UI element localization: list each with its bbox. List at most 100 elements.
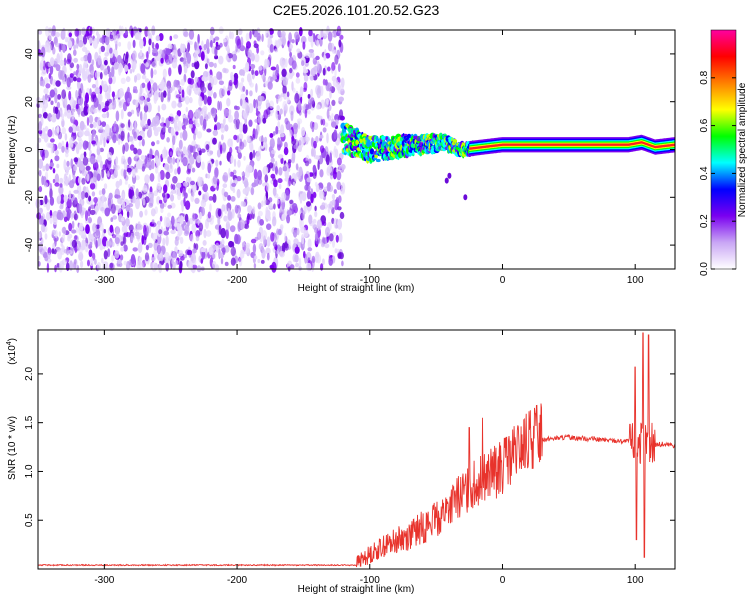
noise-speck [116, 205, 122, 214]
noise-speck [258, 65, 263, 71]
noise-speck [153, 190, 158, 197]
noise-speck [64, 106, 68, 116]
noise-speck [124, 30, 129, 36]
noise-speck [324, 79, 328, 86]
noise-speck [161, 103, 167, 111]
noise-speck [68, 142, 74, 149]
noise-speck [104, 52, 109, 57]
noise-speck [173, 34, 179, 39]
noise-speck [229, 225, 236, 233]
noise-speck [335, 168, 339, 173]
noise-speck [230, 257, 236, 266]
noise-speck [52, 178, 56, 184]
noise-speck [223, 38, 227, 43]
noise-speck [316, 104, 321, 110]
noise-speck [177, 102, 183, 108]
noise-speck [218, 55, 224, 65]
noise-speck [182, 129, 188, 141]
noise-speck [319, 190, 325, 200]
noise-speck [95, 239, 98, 249]
noise-speck [135, 234, 141, 240]
noise-speck [106, 135, 111, 141]
noise-speck [291, 157, 295, 164]
noise-speck [115, 110, 120, 122]
noise-speck [187, 42, 191, 52]
noise-speck [182, 146, 187, 155]
noise-speck [49, 182, 53, 193]
noise-speck [278, 183, 282, 190]
noise-speck [66, 208, 72, 219]
noise-speck [284, 232, 287, 242]
x-tick-label: -300 [94, 575, 114, 586]
noise-speck [40, 215, 44, 226]
noise-speck [214, 36, 220, 41]
noise-speck [228, 109, 232, 115]
noise-speck [180, 78, 185, 86]
noise-speck [210, 26, 215, 36]
noise-speck [135, 188, 139, 198]
noise-speck [147, 80, 151, 91]
noise-speck [41, 151, 45, 161]
noise-speck [235, 106, 240, 111]
noise-speck [63, 216, 68, 223]
noise-speck [233, 134, 238, 141]
noise-speck [193, 132, 196, 141]
noise-speck [87, 217, 92, 224]
noise-speck [242, 69, 245, 77]
noise-speck [325, 154, 330, 166]
noise-speck [38, 121, 42, 132]
noise-speck [193, 259, 197, 266]
noise-speck [151, 41, 155, 50]
noise-speck [273, 203, 276, 210]
noise-speck [164, 252, 170, 260]
noise-speck [101, 188, 106, 195]
noise-speck [75, 103, 79, 110]
noise-speck [236, 38, 241, 49]
noise-speck [305, 133, 308, 139]
noise-speck [257, 210, 263, 217]
noise-speck [113, 62, 119, 70]
noise-speck [301, 210, 306, 220]
noise-speck [123, 161, 128, 171]
noise-speck [258, 135, 265, 142]
noise-speck [73, 44, 76, 50]
noise-speck [329, 201, 334, 210]
noise-speck [58, 185, 64, 195]
noise-speck [86, 173, 90, 182]
noise-speck [333, 148, 336, 158]
noise-speck [101, 121, 107, 127]
noise-speck [129, 68, 133, 74]
noise-speck [44, 233, 48, 240]
noise-speck [230, 155, 234, 164]
noise-speck [120, 130, 125, 142]
noise-speck [195, 230, 201, 238]
noise-speck [174, 114, 180, 123]
noise-speck [109, 168, 114, 175]
noise-speck [52, 168, 56, 174]
noise-speck [61, 127, 67, 135]
x-tick-label: -100 [360, 275, 380, 286]
noise-speck [165, 48, 171, 56]
noise-speck [146, 97, 151, 102]
noise-speck [255, 150, 261, 162]
signal-speck [369, 148, 374, 155]
noise-speck [141, 82, 146, 89]
noise-speck [177, 166, 181, 175]
noise-speck [277, 178, 283, 184]
noise-speck [91, 59, 95, 66]
noise-speck [159, 49, 163, 55]
noise-speck [237, 159, 241, 168]
noise-speck [341, 260, 344, 267]
noise-speck [215, 264, 220, 273]
noise-speck [54, 173, 60, 185]
noise-speck [167, 204, 172, 209]
noise-speck [200, 199, 207, 208]
noise-speck [73, 213, 78, 221]
noise-speck [194, 76, 199, 83]
noise-speck [115, 226, 120, 237]
noise-speck [280, 92, 286, 98]
noise-speck [167, 91, 171, 101]
noise-speck [331, 99, 336, 106]
noise-speck [197, 176, 202, 187]
noise-speck [145, 62, 149, 68]
